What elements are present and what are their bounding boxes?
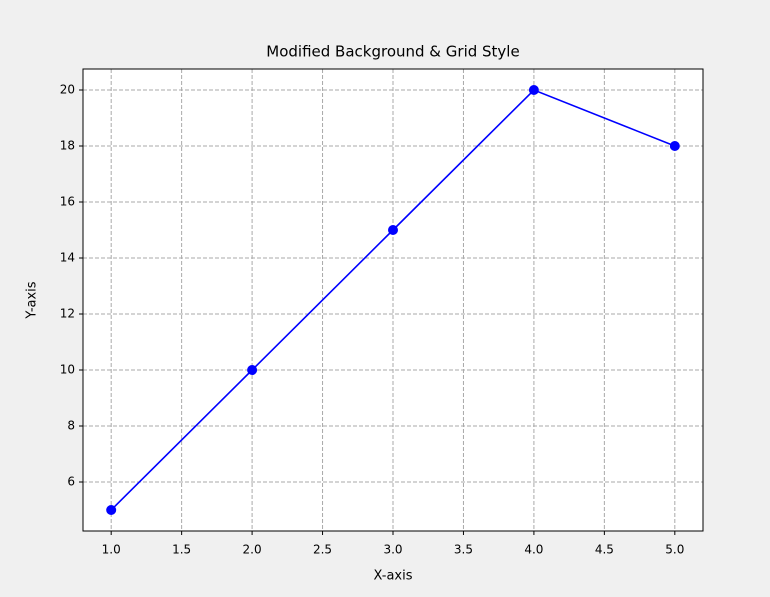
- point: [106, 505, 117, 515]
- y-tick-label: 20: [60, 83, 75, 97]
- y-tick-label: 16: [60, 195, 75, 209]
- y-tick-label: 6: [67, 475, 75, 489]
- point: [388, 225, 398, 235]
- chart-title: Modified Background & Grid Style: [266, 43, 519, 61]
- y-tick-label: 18: [60, 139, 75, 153]
- point: [528, 85, 539, 95]
- x-axis-label: X-axis: [374, 569, 413, 584]
- y-tick-label: 14: [60, 251, 75, 265]
- y-tick-label: 8: [67, 419, 75, 433]
- point: [247, 365, 258, 375]
- x-tick-label: 4.0: [524, 543, 543, 557]
- x-tick-label: 3.5: [454, 543, 473, 557]
- x-tick-label: 2.5: [313, 543, 332, 557]
- y-tick-label: 12: [60, 307, 75, 321]
- y-tick-label: 10: [60, 363, 75, 377]
- x-tick-label: 3.0: [383, 543, 402, 557]
- y-axis-label: Y-axis: [25, 281, 40, 319]
- x-tick-label: 1.0: [102, 543, 121, 557]
- plot-frame: [82, 68, 704, 532]
- x-tick-label: 2.0: [243, 543, 262, 557]
- x-tick-label: 4.5: [595, 543, 614, 557]
- point: [669, 141, 680, 151]
- x-tick-label: 1.5: [172, 543, 191, 557]
- x-tick-label: 5.0: [665, 543, 684, 557]
